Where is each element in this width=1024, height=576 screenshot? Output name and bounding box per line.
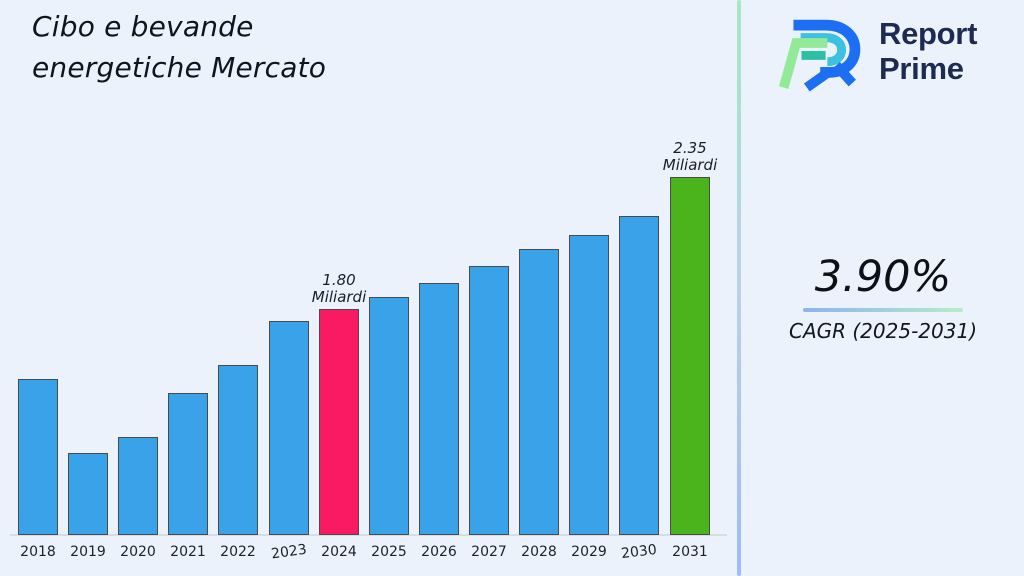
bar-2026 bbox=[419, 283, 459, 535]
brand-name: Report Prime bbox=[879, 16, 977, 86]
bar-2019 bbox=[68, 453, 108, 535]
bar-2021 bbox=[168, 393, 208, 535]
bar-2028 bbox=[519, 249, 559, 535]
bar-2030 bbox=[619, 216, 659, 535]
page-title-line2: energetiche Mercato bbox=[32, 51, 327, 84]
cagr-underline bbox=[803, 308, 963, 312]
axis-label-2027: 2027 bbox=[471, 544, 507, 560]
axis-label-2025: 2025 bbox=[371, 544, 407, 560]
bar-2020 bbox=[118, 437, 158, 535]
x-axis-line bbox=[10, 534, 727, 536]
bar-2027 bbox=[469, 266, 509, 535]
axis-label-2021: 2021 bbox=[170, 544, 206, 560]
value-label-2031: 2.35 Miliardi bbox=[662, 139, 718, 174]
axis-label-2031: 2031 bbox=[672, 544, 708, 560]
vertical-divider bbox=[737, 0, 741, 576]
bar-2018 bbox=[18, 379, 58, 535]
cagr-panel: 3.90% CAGR (2025-2031) bbox=[760, 252, 1006, 344]
bar-chart: 2018 2019 2020 2021 2022 2023 2024 2025 2026 2027… bbox=[10, 139, 727, 562]
bar-2031 bbox=[670, 177, 710, 535]
axis-label-2026: 2026 bbox=[421, 544, 457, 560]
report-prime-logo-icon bbox=[778, 19, 861, 92]
page-title-line1: Cibo e bevande bbox=[32, 10, 254, 43]
axis-label-2029: 2029 bbox=[571, 544, 607, 560]
axis-label-2028: 2028 bbox=[521, 544, 557, 560]
axis-label-2024: 2024 bbox=[321, 544, 357, 560]
brand-logo: Report Prime bbox=[777, 10, 977, 92]
brand-name-line1: Report bbox=[879, 16, 978, 51]
value-label-2024: 1.80 Miliardi bbox=[311, 271, 367, 306]
bar-2029 bbox=[569, 235, 609, 535]
cagr-label: CAGR (2025-2031) bbox=[788, 319, 978, 343]
axis-label-2019: 2019 bbox=[70, 544, 106, 560]
page-title: Cibo e bevande energetiche Mercato bbox=[32, 6, 326, 88]
bar-2024 bbox=[319, 309, 359, 535]
bar-2022 bbox=[218, 365, 258, 535]
axis-label-2022: 2022 bbox=[220, 544, 256, 560]
axis-label-2020: 2020 bbox=[120, 544, 156, 560]
axis-label-2018: 2018 bbox=[20, 544, 56, 560]
brand-name-line2: Prime bbox=[879, 51, 964, 86]
cagr-value: 3.90% bbox=[814, 252, 952, 302]
bar-2023 bbox=[269, 321, 309, 535]
bar-2025 bbox=[369, 297, 409, 535]
